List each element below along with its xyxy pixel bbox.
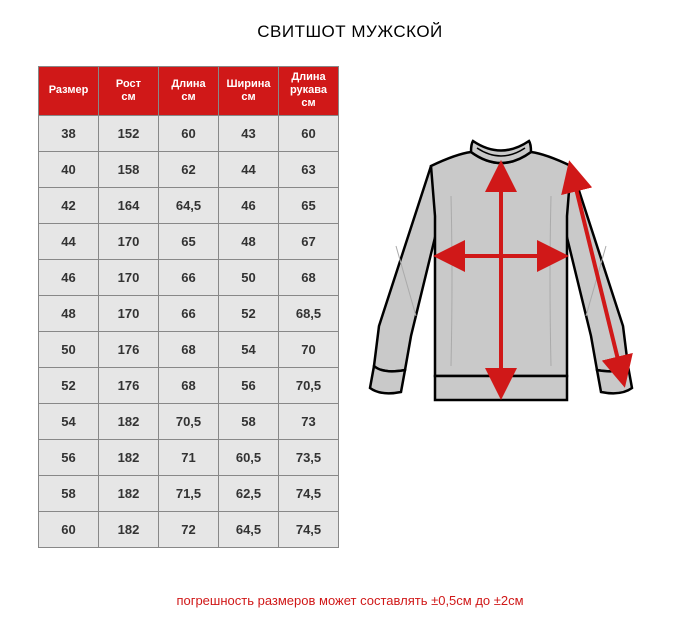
column-header: Размер	[39, 67, 99, 116]
table-cell: 64,5	[159, 187, 219, 223]
table-cell: 176	[99, 367, 159, 403]
table-cell: 40	[39, 151, 99, 187]
table-cell: 38	[39, 115, 99, 151]
table-cell: 73	[279, 403, 339, 439]
tolerance-footnote: погрешность размеров может составлять ±0…	[0, 593, 700, 618]
size-table: РазмерРостсмДлинасмШиринасмДлинарукавасм…	[38, 66, 339, 548]
table-row: 44170654867	[39, 223, 339, 259]
table-cell: 71	[159, 439, 219, 475]
table-cell: 158	[99, 151, 159, 187]
table-cell: 60	[279, 115, 339, 151]
table-cell: 63	[279, 151, 339, 187]
table-cell: 182	[99, 403, 159, 439]
table-header: РазмерРостсмДлинасмШиринасмДлинарукавасм	[39, 67, 339, 116]
table-cell: 44	[39, 223, 99, 259]
table-cell: 182	[99, 511, 159, 547]
table-row: 5818271,562,574,5	[39, 475, 339, 511]
table-cell: 46	[39, 259, 99, 295]
table-cell: 50	[219, 259, 279, 295]
table-row: 50176685470	[39, 331, 339, 367]
table-cell: 182	[99, 439, 159, 475]
table-cell: 65	[159, 223, 219, 259]
garment-diagram-wrap	[339, 66, 662, 548]
table-cell: 48	[219, 223, 279, 259]
table-row: 5418270,55873	[39, 403, 339, 439]
table-row: 561827160,573,5	[39, 439, 339, 475]
table-cell: 74,5	[279, 475, 339, 511]
table-row: 46170665068	[39, 259, 339, 295]
table-cell: 67	[279, 223, 339, 259]
page-title: СВИТШОТ МУЖСКОЙ	[0, 0, 700, 42]
column-header: Длинасм	[159, 67, 219, 116]
table-body: 38152604360401586244634216464,5466544170…	[39, 115, 339, 547]
table-cell: 65	[279, 187, 339, 223]
table-cell: 60,5	[219, 439, 279, 475]
table-cell: 54	[219, 331, 279, 367]
table-cell: 66	[159, 295, 219, 331]
table-cell: 68	[159, 367, 219, 403]
table-cell: 73,5	[279, 439, 339, 475]
column-header: Длинарукавасм	[279, 67, 339, 116]
table-row: 52176685670,5	[39, 367, 339, 403]
table-cell: 44	[219, 151, 279, 187]
table-cell: 58	[219, 403, 279, 439]
content-row: РазмерРостсмДлинасмШиринасмДлинарукавасм…	[0, 42, 700, 548]
table-cell: 54	[39, 403, 99, 439]
table-cell: 60	[159, 115, 219, 151]
table-cell: 68	[279, 259, 339, 295]
table-cell: 68,5	[279, 295, 339, 331]
table-cell: 152	[99, 115, 159, 151]
table-row: 48170665268,5	[39, 295, 339, 331]
table-cell: 43	[219, 115, 279, 151]
table-cell: 48	[39, 295, 99, 331]
table-cell: 71,5	[159, 475, 219, 511]
table-cell: 182	[99, 475, 159, 511]
table-cell: 50	[39, 331, 99, 367]
table-cell: 42	[39, 187, 99, 223]
table-cell: 68	[159, 331, 219, 367]
table-cell: 164	[99, 187, 159, 223]
table-cell: 56	[39, 439, 99, 475]
table-cell: 52	[219, 295, 279, 331]
table-cell: 176	[99, 331, 159, 367]
table-cell: 60	[39, 511, 99, 547]
table-cell: 46	[219, 187, 279, 223]
sweatshirt-diagram-icon	[361, 126, 641, 446]
table-cell: 170	[99, 223, 159, 259]
table-cell: 72	[159, 511, 219, 547]
table-row: 601827264,574,5	[39, 511, 339, 547]
table-cell: 70,5	[159, 403, 219, 439]
table-row: 40158624463	[39, 151, 339, 187]
table-row: 4216464,54665	[39, 187, 339, 223]
table-cell: 70	[279, 331, 339, 367]
table-cell: 66	[159, 259, 219, 295]
column-header: Ширинасм	[219, 67, 279, 116]
table-cell: 64,5	[219, 511, 279, 547]
table-cell: 58	[39, 475, 99, 511]
table-cell: 62,5	[219, 475, 279, 511]
table-cell: 52	[39, 367, 99, 403]
table-cell: 74,5	[279, 511, 339, 547]
table-cell: 62	[159, 151, 219, 187]
table-row: 38152604360	[39, 115, 339, 151]
table-cell: 56	[219, 367, 279, 403]
table-cell: 70,5	[279, 367, 339, 403]
table-cell: 170	[99, 295, 159, 331]
table-cell: 170	[99, 259, 159, 295]
column-header: Ростсм	[99, 67, 159, 116]
